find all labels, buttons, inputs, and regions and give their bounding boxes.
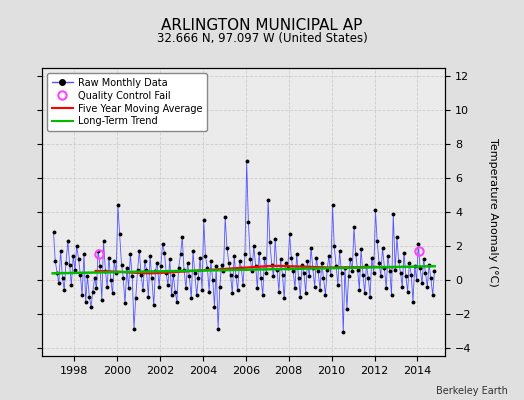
Y-axis label: Temperature Anomaly (°C): Temperature Anomaly (°C): [488, 138, 498, 286]
Text: ARLINGTON MUNICIPAL AP: ARLINGTON MUNICIPAL AP: [161, 18, 363, 33]
Text: 32.666 N, 97.097 W (United States): 32.666 N, 97.097 W (United States): [157, 32, 367, 45]
Legend: Raw Monthly Data, Quality Control Fail, Five Year Moving Average, Long-Term Tren: Raw Monthly Data, Quality Control Fail, …: [47, 73, 208, 131]
Text: Berkeley Earth: Berkeley Earth: [436, 386, 508, 396]
